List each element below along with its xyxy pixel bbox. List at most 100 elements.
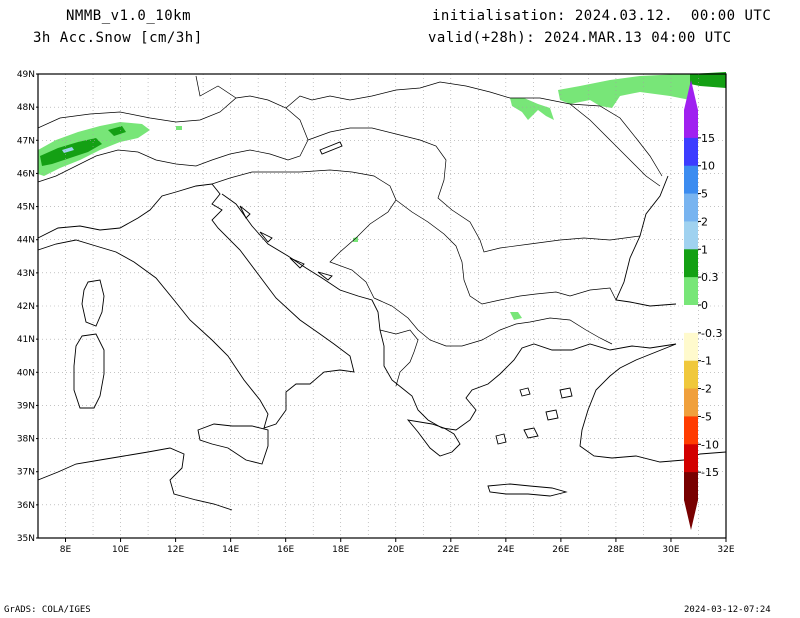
colorbar-label: -15 (701, 466, 719, 479)
lat-label: 36N (17, 501, 35, 511)
snow-areas (38, 72, 726, 320)
lat-label: 46N (17, 169, 35, 179)
border-south-balkans (373, 297, 613, 387)
snow-area-alps (38, 122, 150, 176)
snow-area-ukraine-heavy (690, 72, 726, 88)
border-balkans (211, 169, 617, 305)
colorbar-label: -5 (701, 410, 712, 423)
colorbar-segment (684, 444, 698, 473)
border-hungary-romania (307, 127, 641, 253)
colorbar-segment (684, 249, 698, 278)
colorbar-segment (684, 221, 698, 250)
colorbar-segment (684, 110, 698, 139)
lat-label: 48N (17, 103, 35, 113)
coast-peloponnese (406, 419, 461, 457)
colorbar-label: 0.3 (701, 271, 719, 284)
lon-label: 8E (60, 545, 72, 555)
border-central-europe (195, 75, 663, 177)
lat-label: 35N (17, 534, 35, 544)
coast-italy (37, 183, 355, 429)
coast-aegean-islands (495, 387, 573, 445)
model-title: NMMB_v1.0_10km (66, 8, 192, 24)
snow-area-carpathians (510, 98, 554, 120)
lon-label: 10E (112, 545, 129, 555)
colorbar-label: 0 (701, 299, 708, 312)
colorbar-bottom-arrow (684, 500, 698, 530)
lat-label: 40N (17, 368, 35, 378)
colorbar-label: -10 (701, 438, 719, 451)
longitude-labels: 8E 10E 12E 14E 16E 18E 20E 22E 24E 26E 28E 30E 32E (60, 538, 735, 555)
lon-label: 20E (387, 545, 404, 555)
lat-label: 45N (17, 203, 35, 213)
snow-area-alps-heavy (40, 138, 102, 166)
border-moldova (569, 103, 661, 187)
snow-spot-bosnia (353, 237, 358, 242)
valid-time: valid(+28h): 2024.MAR.13 04:00 UTC (428, 30, 732, 46)
lat-lon-grid (38, 74, 726, 538)
coast-north-africa (37, 447, 233, 511)
colorbar-top-arrow (684, 80, 698, 110)
snow-area-alps-heavy-2 (108, 126, 126, 136)
colorbar-segment (684, 165, 698, 195)
colorbar-label: 1 (701, 243, 708, 256)
coastlines (37, 141, 727, 511)
lat-label: 42N (17, 302, 35, 312)
snow-area-alps-light (62, 147, 74, 153)
country-borders (37, 75, 663, 387)
colorbar-label: 2 (701, 215, 708, 228)
lon-label: 28E (607, 545, 624, 555)
lon-label: 26E (552, 545, 569, 555)
colorbar-segment (684, 277, 698, 306)
colorbar-segment (684, 332, 698, 362)
lon-label: 18E (332, 545, 349, 555)
lon-label: 14E (222, 545, 239, 555)
lat-label: 47N (17, 136, 35, 146)
coast-black-sea (615, 175, 677, 307)
snow-spot-greece (510, 312, 522, 320)
colorbar-label: -0.3 (701, 327, 722, 340)
border-alps (37, 95, 309, 183)
lat-label: 44N (17, 236, 35, 246)
lon-label: 22E (442, 545, 459, 555)
footer-timestamp: 2024-03-12-07:24 (684, 605, 771, 615)
snow-area-ukraine (558, 74, 690, 108)
colorbar-segment (684, 360, 698, 390)
colorbar-label: 5 (701, 188, 708, 201)
colorbar-segment (684, 193, 698, 222)
colorbar-segment (684, 472, 698, 501)
coast-dalmatian-islands (239, 205, 333, 281)
lon-label: 24E (497, 545, 514, 555)
colorbar-label: 15 (701, 132, 715, 145)
colorbar-segment (684, 305, 698, 334)
snow-spot-swiss (176, 126, 182, 130)
lake-balaton (319, 141, 343, 155)
coast-corsica (81, 279, 105, 327)
latitude-labels: 49N 48N 47N 46N 45N 44N 43N 42N 41N 40N 39N 38N 37N 3… (17, 70, 38, 544)
colorbar-segment (684, 388, 698, 417)
footer-credit: GrADS: COLA/IGES (4, 605, 91, 615)
coast-turkey (579, 343, 727, 463)
colorbar-label: -1 (701, 355, 712, 368)
colorbar-segment (684, 416, 698, 445)
coast-sardinia (73, 333, 105, 409)
lon-label: 30E (662, 545, 679, 555)
lat-label: 49N (17, 70, 35, 80)
coast-sicily (197, 423, 269, 465)
lat-label: 37N (17, 468, 35, 478)
variable-title: 3h Acc.Snow [cm/3h] (33, 30, 203, 46)
colorbar-label: 10 (701, 160, 715, 173)
lon-label: 32E (717, 545, 734, 555)
colorbar-segment (684, 137, 698, 167)
coast-balkans (221, 193, 677, 431)
colorbar-label: -2 (701, 383, 712, 396)
lon-label: 12E (167, 545, 184, 555)
lon-label: 16E (277, 545, 294, 555)
init-time: initialisation: 2024.03.12. 00:00 UTC (432, 8, 772, 24)
lat-label: 43N (17, 269, 35, 279)
colorbar: 15 10 5 2 1 0.3 0 -0.3 -1 -2 -5 -10 -15 (684, 80, 722, 530)
lat-label: 39N (17, 401, 35, 411)
lat-label: 38N (17, 435, 35, 445)
lat-label: 41N (17, 335, 35, 345)
coast-crete (487, 483, 568, 497)
